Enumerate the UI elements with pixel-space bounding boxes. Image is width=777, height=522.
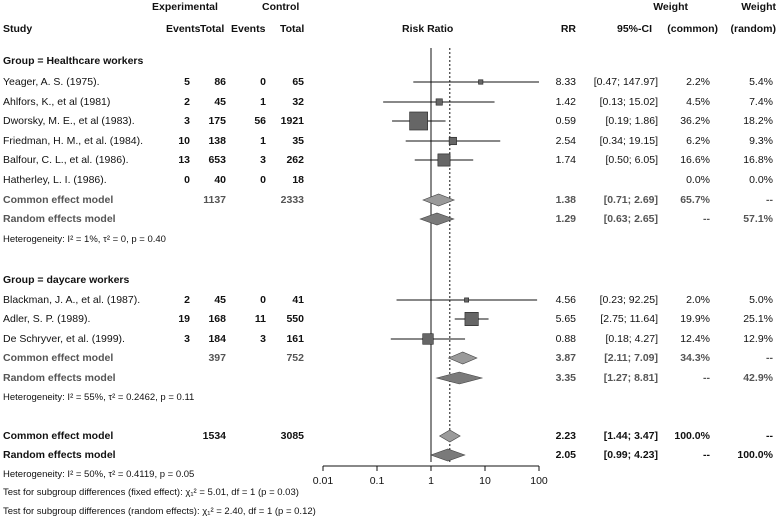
study-square [478,80,482,84]
study-square [410,112,428,130]
forest-plot: 0.01 0.1 1 10 100 [0,0,777,522]
x-tick-label: 1 [428,475,434,487]
x-tick-label: 10 [479,475,491,487]
study-square [438,154,450,166]
x-tick-label: 100 [530,475,548,487]
summary-diamond [449,352,477,364]
summary-diamond [440,430,461,442]
summary-diamond [420,213,454,225]
forest-plot-figure: Experimental Control Risk Ratio Weight W… [0,0,777,522]
summary-diamond [437,372,482,384]
study-square [423,334,434,345]
summary-diamond [431,449,465,461]
study-square [436,99,442,105]
study-square [449,137,456,144]
x-tick-label: 0.1 [370,475,385,487]
study-square [464,298,468,302]
study-square [465,312,478,325]
x-tick-label: 0.01 [313,475,334,487]
